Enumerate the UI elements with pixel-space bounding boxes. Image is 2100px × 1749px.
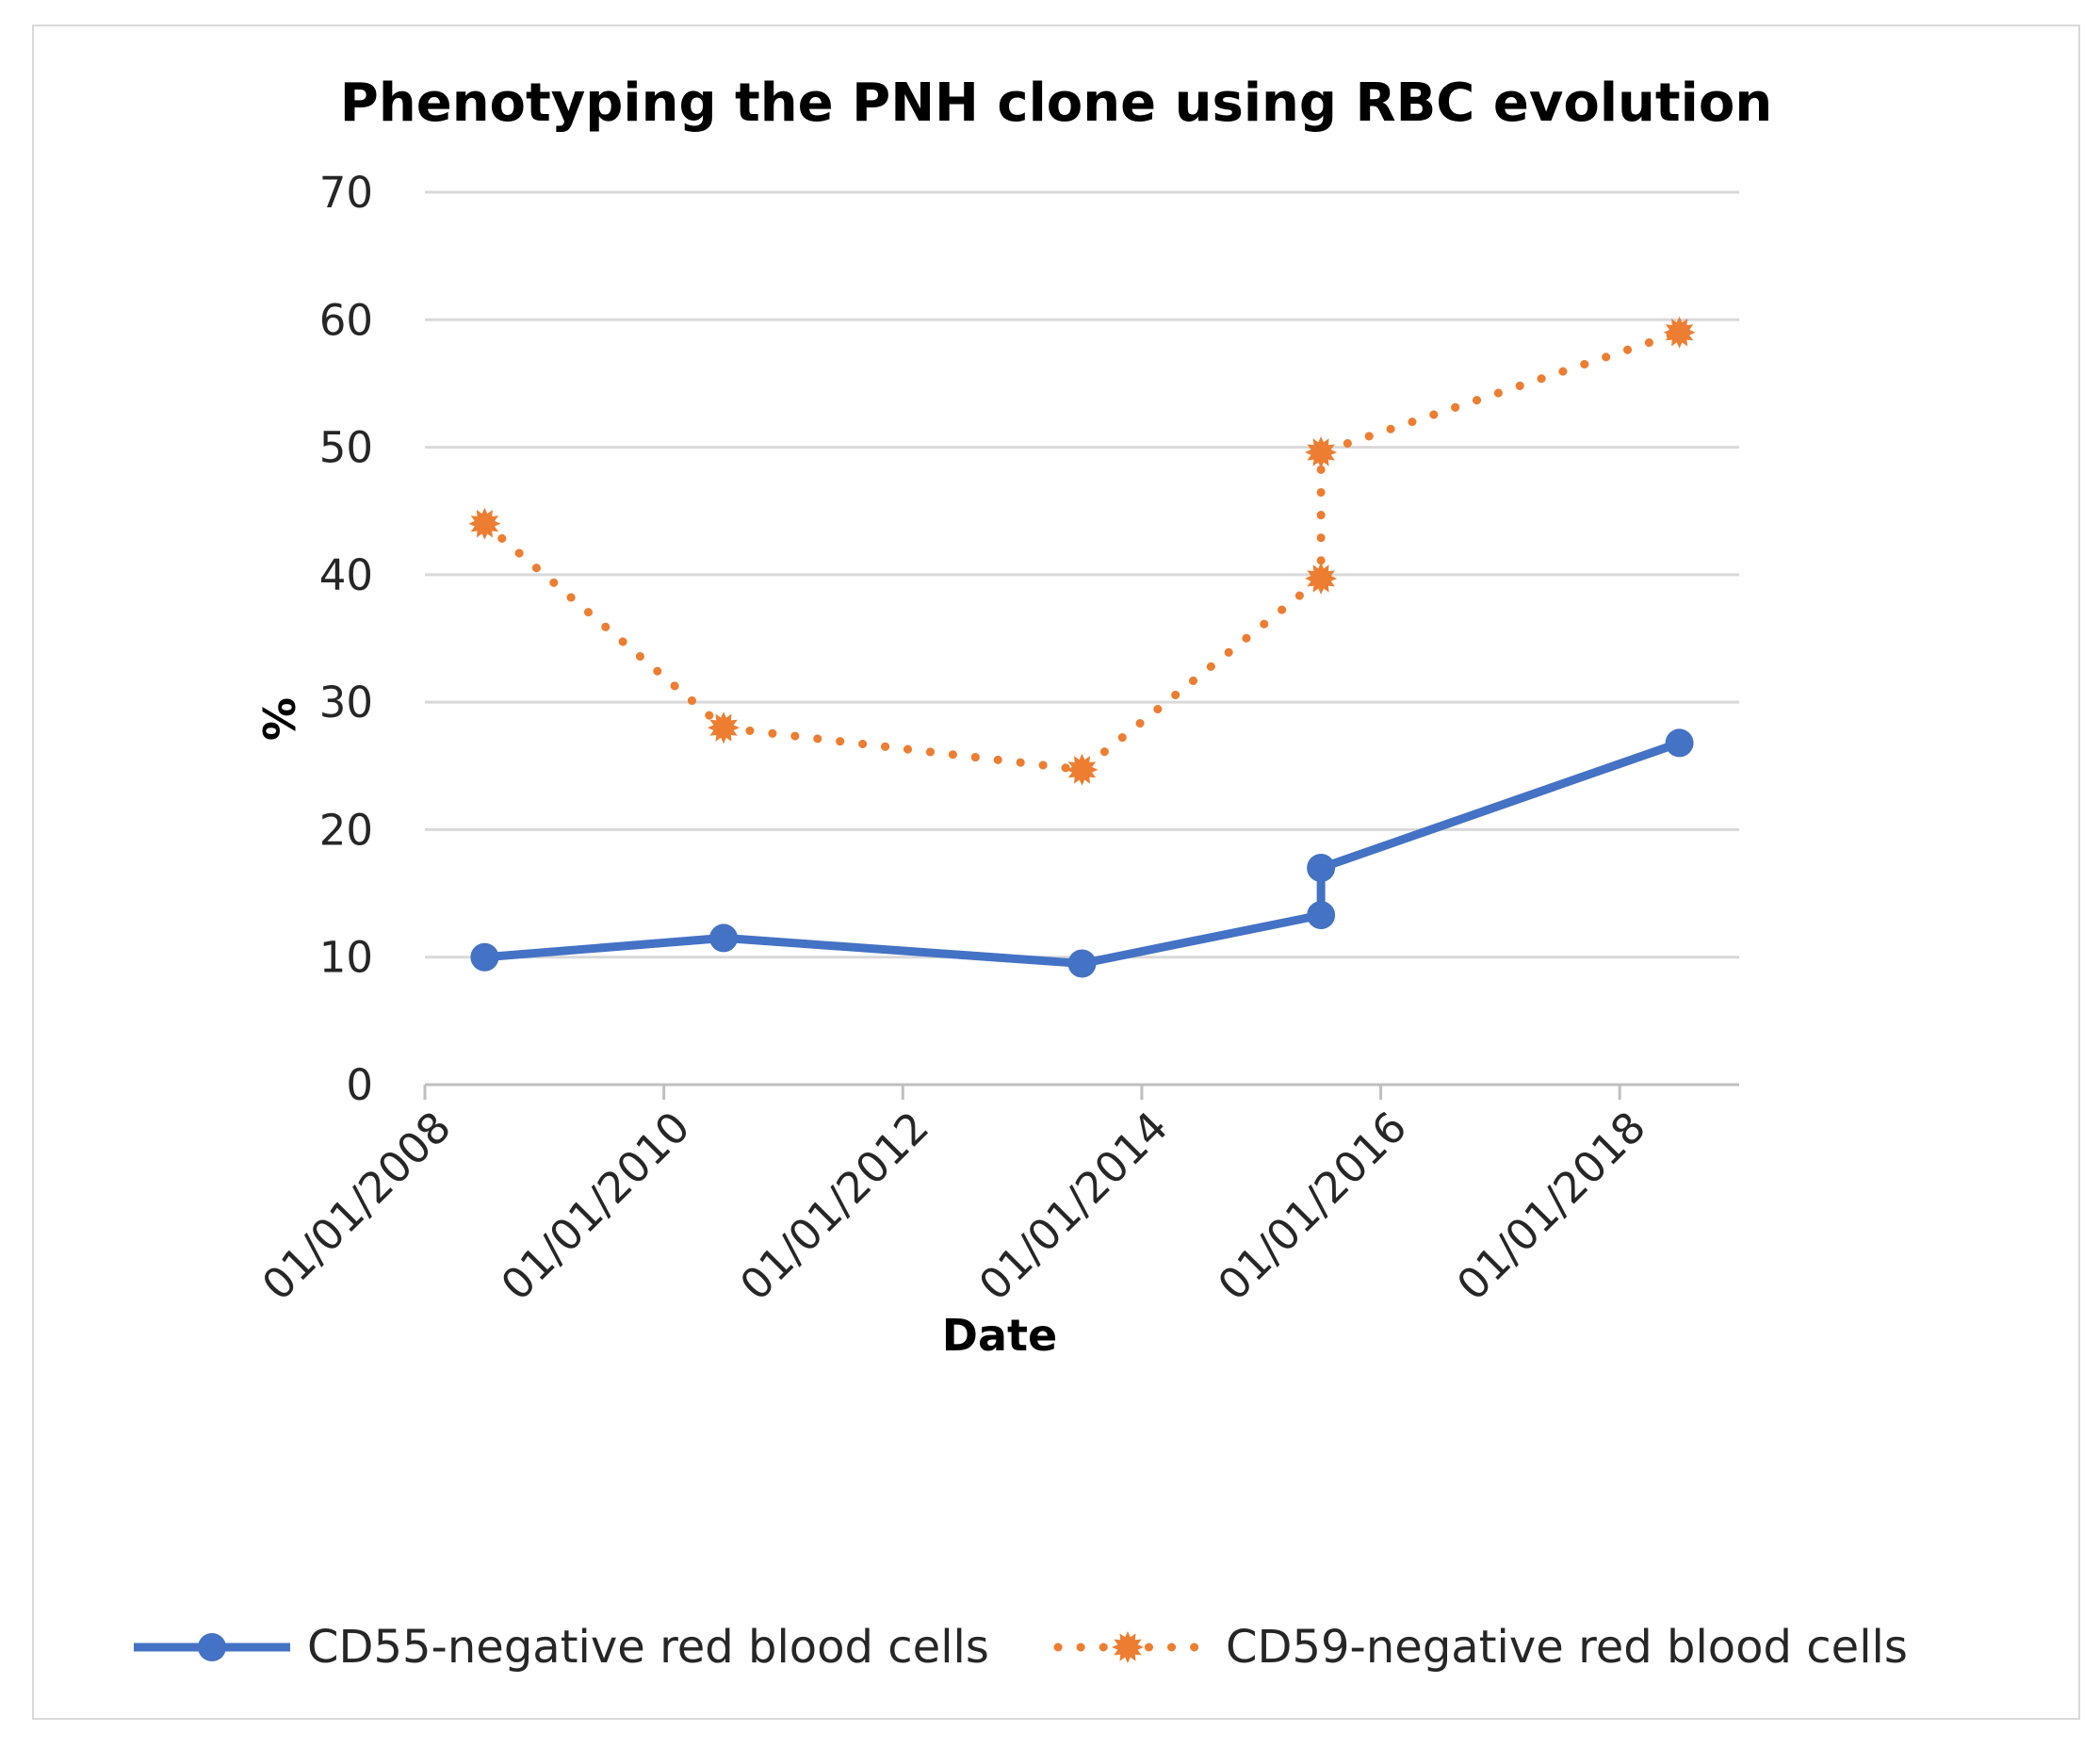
x-tick-label: 01/01/2010 xyxy=(492,1102,700,1310)
legend-label: CD55-negative red blood cells xyxy=(307,1621,989,1674)
x-tick-label: 01/01/2012 xyxy=(730,1102,938,1310)
series-cd59 xyxy=(468,316,1696,786)
x-axis-title: Date xyxy=(942,1310,1057,1361)
data-point xyxy=(1305,436,1338,468)
gridlines xyxy=(425,190,1739,1087)
y-tick-label: 50 xyxy=(319,423,373,473)
legend: CD55-negative red blood cells CD59-negati… xyxy=(134,1621,1908,1674)
y-tick-label: 0 xyxy=(346,1060,373,1110)
x-tick-label: 01/01/2016 xyxy=(1208,1102,1416,1310)
data-point xyxy=(1067,949,1097,978)
series-line xyxy=(484,739,1682,968)
legend-item: CD59-negative red blood cells xyxy=(1053,1621,1908,1674)
legend-marker xyxy=(198,1633,226,1661)
y-axis-ticks: 0 10 20 30 40 50 60 70 xyxy=(319,168,373,1110)
x-tick-label: 01/01/2008 xyxy=(252,1102,461,1310)
data-point xyxy=(1307,901,1336,930)
y-tick-label: 60 xyxy=(319,295,373,345)
data-point xyxy=(1663,316,1696,349)
data-point xyxy=(708,711,740,744)
data-point xyxy=(1307,854,1336,883)
legend-marker xyxy=(1112,1631,1144,1663)
data-point xyxy=(709,924,739,953)
series-cd55 xyxy=(470,728,1694,978)
y-tick-label: 70 xyxy=(319,168,373,218)
data-point xyxy=(470,942,499,972)
data-point xyxy=(1665,728,1694,758)
x-tick-label: 01/01/2018 xyxy=(1447,1102,1655,1310)
series-group xyxy=(468,316,1696,978)
legend-label: CD59-negative red blood cells xyxy=(1226,1621,1908,1674)
data-point xyxy=(1066,753,1099,786)
x-axis: 01/01/2008 01/01/2010 01/01/2012 01/01/2014… xyxy=(252,1085,1655,1310)
chart-title: Phenotyping the PNH clone using RBC evol… xyxy=(340,73,1772,134)
y-axis-title: % xyxy=(252,697,303,741)
y-tick-label: 40 xyxy=(319,550,373,600)
y-tick-label: 10 xyxy=(319,933,373,983)
data-point xyxy=(1305,562,1338,595)
line-chart: Phenotyping the PNH clone using RBC evol… xyxy=(134,73,1908,1674)
legend-item: CD55-negative red blood cells xyxy=(134,1621,989,1674)
y-tick-label: 20 xyxy=(319,805,373,855)
chart-frame: Phenotyping the PNH clone using RBC evol… xyxy=(32,25,2080,1720)
x-tick-label: 01/01/2014 xyxy=(969,1102,1178,1310)
series-line xyxy=(480,328,1685,775)
data-point xyxy=(468,507,501,540)
y-tick-label: 30 xyxy=(319,678,373,727)
